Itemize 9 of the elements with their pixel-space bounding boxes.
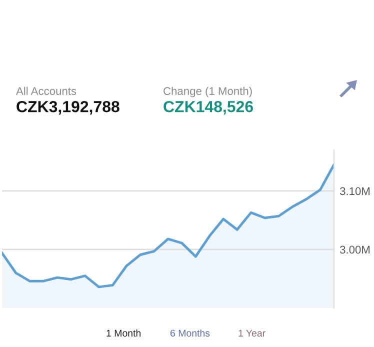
text: CZK148,526: [164, 100, 253, 115]
text: Change (1 Month): [164, 86, 252, 98]
text: All Accounts: [16, 86, 76, 95]
text: 6 Months: [170, 329, 210, 337]
text: 1 Year: [238, 330, 266, 337]
text: 1 Month: [106, 329, 140, 337]
text: CZK3,192,788: [16, 100, 120, 115]
y-tick-label: 3.10M: [340, 187, 370, 196]
y-tick-label: 3.00M: [340, 246, 370, 254]
